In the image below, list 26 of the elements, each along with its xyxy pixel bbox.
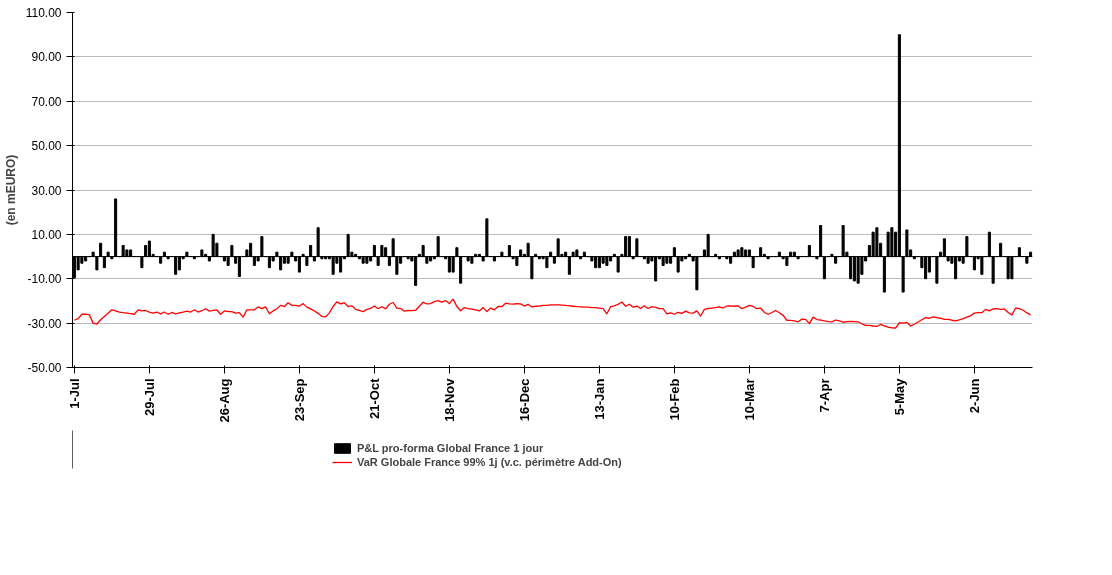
- x-tick-label: 29-Jul: [141, 378, 157, 417]
- x-tick-label: 7-Apr: [816, 378, 832, 413]
- x-tick-label: 5-May: [891, 377, 907, 416]
- y-tick-label: 50.00: [31, 139, 62, 154]
- x-tick-label: 10-Mar: [741, 378, 757, 421]
- x-tick-label: 16-Dec: [516, 378, 532, 422]
- x-tick-label: 26-Aug: [216, 378, 232, 423]
- x-tick-label: 10-Feb: [666, 378, 682, 421]
- x-tick-label: 18-Nov: [441, 377, 457, 422]
- x-tick-label: 1-Jul: [66, 378, 82, 409]
- y-tick-label: -50.00: [27, 361, 62, 375]
- legend-label: P&L pro-forma Global France 1 jour: [357, 442, 544, 454]
- y-tick-label: 70.00: [31, 94, 62, 109]
- x-tick-label: 21-Oct: [366, 377, 382, 419]
- legend-label: VaR Globale France 99% 1j (v.c. périmètre Add-On): [357, 456, 622, 468]
- y-tick-label: 30.00: [31, 183, 62, 198]
- y-tick-label: 10.00: [31, 227, 62, 242]
- x-tick-label: 23-Sep: [291, 378, 307, 422]
- y-tick-label: 110.00: [25, 6, 62, 20]
- x-tick-label: 13-Jan: [591, 378, 607, 420]
- x-tick-label: 2-Jun: [966, 378, 982, 414]
- y-axis-title: (en mEURO): [3, 154, 18, 226]
- y-tick-label: 90.00: [31, 50, 62, 65]
- line-series: [73, 298, 1032, 329]
- y-tick-label: -10.00: [27, 272, 62, 287]
- y-tick-label: -30.00: [27, 316, 62, 331]
